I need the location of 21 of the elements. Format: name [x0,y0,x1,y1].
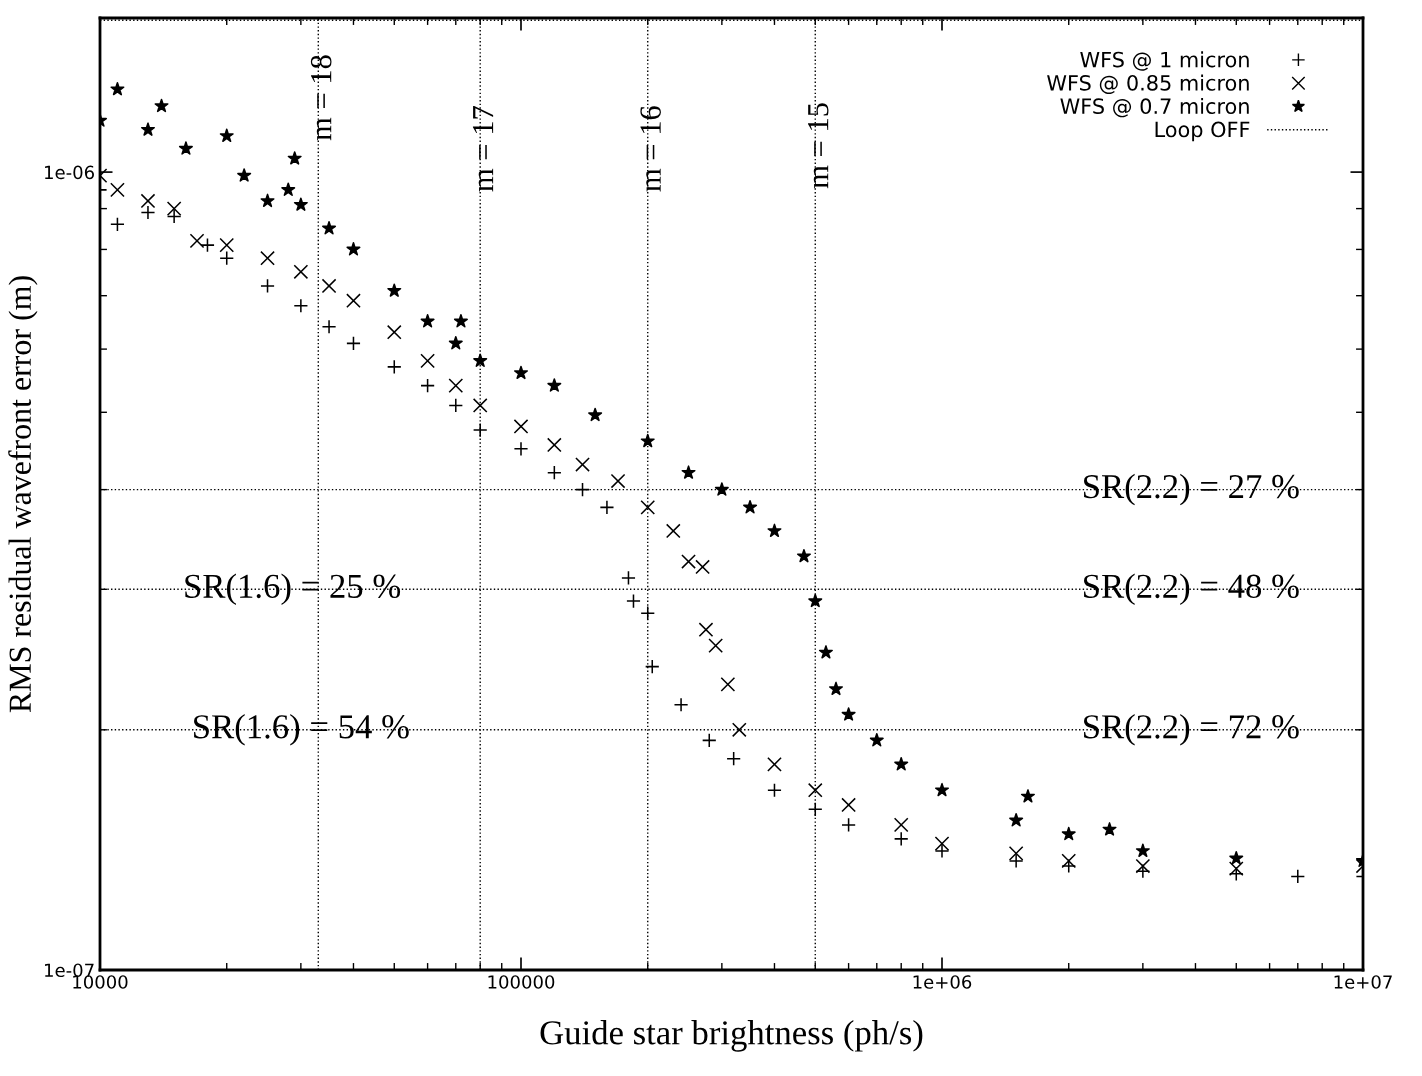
x-axis-title: Guide star brightness (ph/s) [540,1020,923,1052]
y-tick-label: 1e-07 [45,963,94,978]
y-axis-title: RMS residual wavefront error (m) [8,276,38,713]
legend-label: WFS @ 0.85 micron [1047,74,1249,95]
annotation: SR(2.2) = 27 % [1084,473,1299,506]
annotation: SR(1.6) = 54 % [194,714,409,746]
x-tick-label: 1e+07 [1334,975,1392,989]
annotation: SR(2.2) = 72 % [1084,714,1299,746]
legend-label: WFS @ 1 micron [1080,51,1249,71]
annotation: m = 17 [472,106,494,192]
annotation: m = 18 [310,55,332,141]
annotation: SR(1.6) = 25 % [185,573,401,606]
y-tick-label: 1e-06 [45,165,94,180]
annotation: m = 16 [640,106,661,192]
x-tick-label: 100000 [488,975,555,989]
x-tick-label: 10000 [73,975,128,989]
annotation: SR(2.2) = 48 % [1084,573,1299,606]
annotation: m = 15 [808,103,829,189]
x-tick-label: 1e+06 [913,975,972,989]
legend-label: Loop OFF [1155,121,1250,142]
legend-label: WFS @ 0.7 micron [1060,97,1249,118]
